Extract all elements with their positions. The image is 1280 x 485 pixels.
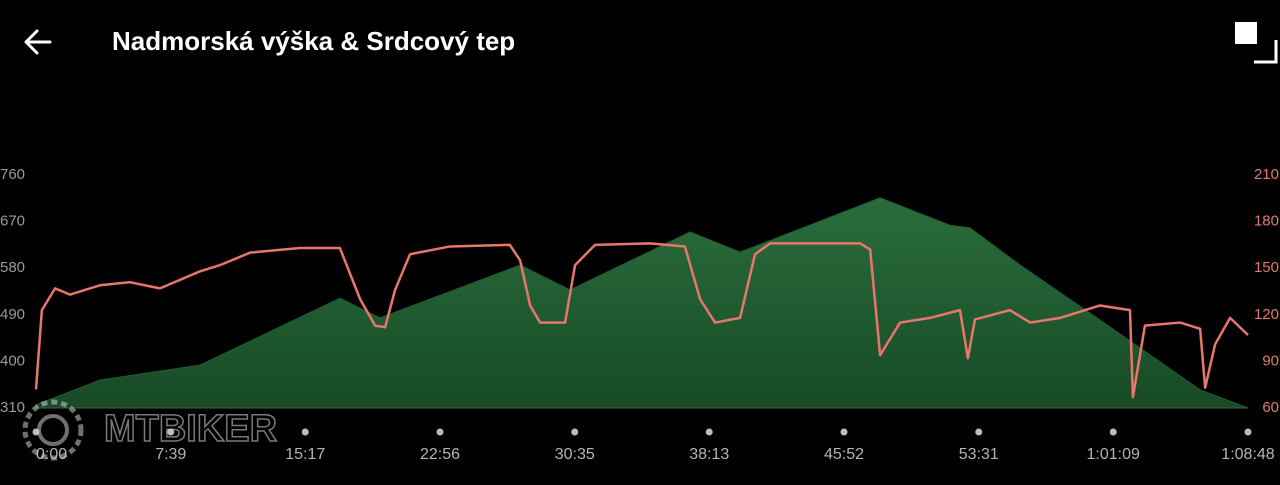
x-tick-label: 30:35	[555, 446, 595, 463]
watermark-hub	[37, 414, 69, 446]
x-tick-dot	[436, 428, 444, 436]
x-tick-dot	[167, 428, 175, 436]
y-tick-label: 760	[0, 166, 25, 183]
back-arrow	[24, 29, 52, 55]
y-tick-label: 490	[0, 306, 25, 323]
x-tick-label: 22:56	[420, 446, 460, 463]
back-button[interactable]	[24, 29, 52, 55]
x-tick-dot	[705, 428, 713, 436]
fullscreen-icon	[1235, 22, 1257, 44]
y2-tick-label: 60	[1262, 399, 1279, 416]
x-tick-dot	[975, 428, 983, 436]
watermark-text: MTBIKER	[104, 408, 277, 450]
x-tick-label: 45:52	[824, 446, 864, 463]
x-tick-label: 1:08:48	[1221, 446, 1274, 463]
y2-tick-label: 120	[1254, 306, 1279, 323]
screen-title: Nadmorská výška & Srdcový tep	[112, 26, 515, 56]
x-tick-label: 1:01:09	[1087, 446, 1140, 463]
x-tick-dot	[301, 428, 309, 436]
fullscreen-icon-corner	[1254, 40, 1278, 64]
x-tick-dot	[840, 428, 848, 436]
y-tick-label: 580	[0, 259, 25, 276]
x-tick-label: 15:17	[285, 446, 325, 463]
watermark-gear	[22, 399, 84, 461]
x-tick-label: 38:13	[689, 446, 729, 463]
y2-tick-label: 210	[1254, 166, 1279, 183]
x-tick-dot	[1244, 428, 1252, 436]
fullscreen-button[interactable]	[1235, 22, 1278, 64]
elevation-area	[35, 197, 1249, 409]
y-tick-label: 400	[0, 352, 25, 369]
y2-tick-label: 180	[1254, 213, 1279, 230]
x-tick-dot	[1109, 428, 1117, 436]
y-tick-label: 670	[0, 213, 25, 230]
heart-rate-line	[34, 242, 1249, 399]
x-tick-label: 53:31	[959, 446, 999, 463]
y2-tick-label: 150	[1254, 259, 1279, 276]
x-tick-dot	[571, 428, 579, 436]
x-tick-label: 7:39	[155, 446, 186, 463]
y2-tick-label: 90	[1262, 352, 1279, 369]
watermark: MTBIKER	[22, 399, 278, 461]
y-tick-label: 310	[0, 399, 25, 416]
